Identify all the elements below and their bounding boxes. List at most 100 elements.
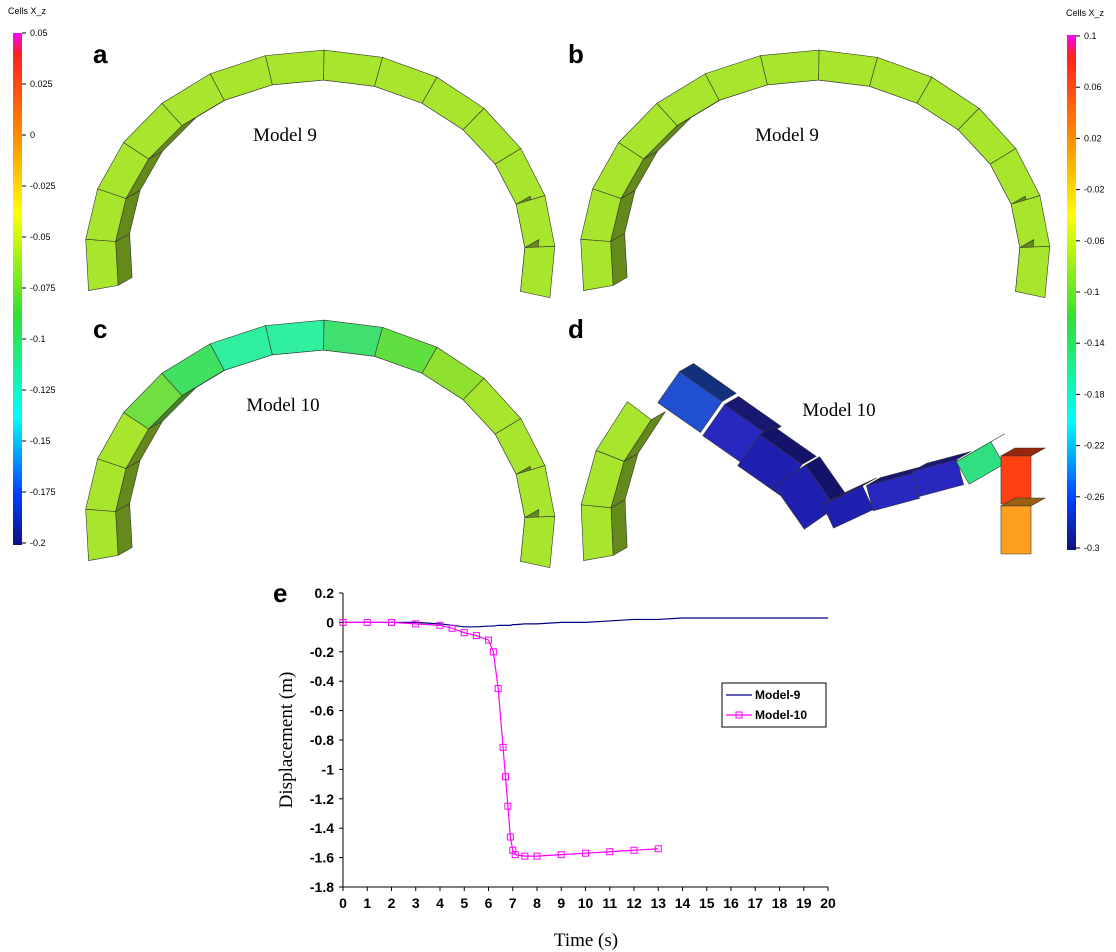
block-top (115, 502, 133, 556)
x-tick-label: 5 (460, 895, 468, 911)
colorbar-tick-label: -0.075 (30, 283, 56, 293)
data-marker (460, 629, 468, 637)
data-marker (494, 685, 502, 693)
colorbar-tick-label: -0.1 (1084, 287, 1100, 297)
x-tick-label: 19 (796, 895, 812, 911)
colorbar-tick-label: 0.06 (1084, 82, 1102, 92)
block (515, 465, 556, 518)
block (1015, 245, 1051, 298)
legend-marker (735, 711, 743, 719)
block (760, 49, 820, 86)
x-tick-label: 18 (772, 895, 788, 911)
block (955, 441, 1005, 485)
colorbar-tick-label: 0.025 (30, 79, 53, 89)
x-tick-label: 9 (557, 895, 565, 911)
x-tick-label: 0 (339, 895, 347, 911)
block (515, 195, 556, 248)
data-marker (654, 845, 662, 853)
y-tick-label: -0.8 (310, 732, 334, 748)
data-marker (630, 846, 638, 854)
x-tick-label: 16 (723, 895, 739, 911)
colorbar-tick-label: -0.06 (1084, 236, 1105, 246)
panel-letter: e (273, 578, 287, 608)
colorbar-tick-label: -0.05 (30, 232, 51, 242)
model-label: Model 10 (246, 395, 319, 416)
y-tick-label: 0.2 (315, 585, 335, 601)
x-tick-label: 17 (747, 895, 763, 911)
data-marker (557, 851, 565, 859)
x-tick-label: 3 (412, 895, 420, 911)
panel-letter: a (93, 39, 108, 69)
block (774, 464, 836, 530)
y-tick-label: -0.2 (310, 644, 334, 660)
colorbar-tick-label: -0.15 (30, 436, 51, 446)
model-label: Model 9 (755, 125, 819, 146)
block (1000, 505, 1032, 555)
colorbar-tick-label: -0.3 (1084, 543, 1100, 553)
x-tick-label: 2 (388, 895, 396, 911)
x-tick-label: 4 (436, 895, 444, 911)
block (265, 49, 325, 86)
colorbar-tick-label: -0.1 (30, 334, 46, 344)
panel-letter: c (93, 314, 107, 344)
x-axis-label: Time (s) (554, 930, 618, 951)
colorbar-title: Cells X_z (1066, 8, 1105, 18)
block (323, 319, 383, 357)
data-marker (436, 621, 444, 629)
block (323, 49, 383, 87)
x-tick-label: 10 (578, 895, 594, 911)
data-marker (506, 833, 514, 841)
data-marker (509, 846, 517, 854)
block (866, 472, 920, 512)
block (265, 319, 325, 356)
data-marker (412, 620, 420, 628)
block (85, 238, 119, 291)
legend-label: Model-9 (755, 688, 801, 702)
colorbar (13, 33, 22, 545)
x-tick-label: 12 (626, 895, 642, 911)
x-tick-label: 20 (820, 895, 836, 911)
block (520, 245, 556, 298)
series-line (343, 617, 828, 628)
x-tick-label: 7 (509, 895, 517, 911)
model-label: Model 9 (253, 125, 317, 146)
colorbar-tick-label: 0.1 (1084, 31, 1097, 41)
data-marker (363, 618, 371, 626)
data-marker (606, 848, 614, 856)
x-tick-label: 14 (675, 895, 691, 911)
y-tick-label: -1 (322, 761, 335, 777)
y-axis-label: Displacement (m) (276, 672, 297, 809)
block (520, 515, 556, 568)
block (818, 49, 878, 87)
data-marker (499, 743, 507, 751)
block-top (610, 232, 628, 286)
y-tick-label: -0.4 (310, 673, 334, 689)
colorbar-tick-label: -0.025 (30, 181, 56, 191)
x-tick-label: 13 (650, 895, 666, 911)
y-tick-label: -1.2 (310, 791, 334, 807)
arch-models (85, 49, 1051, 568)
data-marker (521, 852, 529, 860)
colorbar-tick-label: 0.05 (30, 28, 48, 38)
legend-label: Model-10 (755, 708, 807, 722)
block (580, 504, 614, 561)
x-tick-label: 6 (485, 895, 493, 911)
colorbar-tick-label: -0.125 (30, 385, 56, 395)
block (912, 459, 964, 497)
panel-letter: d (568, 314, 584, 344)
model-label: Model 10 (802, 400, 875, 421)
x-tick-label: 11 (602, 895, 617, 911)
data-marker (339, 618, 347, 626)
colorbar-tick-label: -0.18 (1084, 389, 1105, 399)
colorbar-tick-label: 0 (30, 130, 35, 140)
colorbar-tick-label: 0.02 (1084, 133, 1102, 143)
data-marker (511, 851, 519, 859)
series-line (343, 621, 659, 857)
x-tick-label: 15 (699, 895, 715, 911)
data-marker (448, 624, 456, 632)
data-marker (485, 636, 492, 644)
block (1010, 195, 1051, 248)
colorbar-title: Cells X_z (8, 6, 47, 16)
panel-letter: b (568, 39, 584, 69)
